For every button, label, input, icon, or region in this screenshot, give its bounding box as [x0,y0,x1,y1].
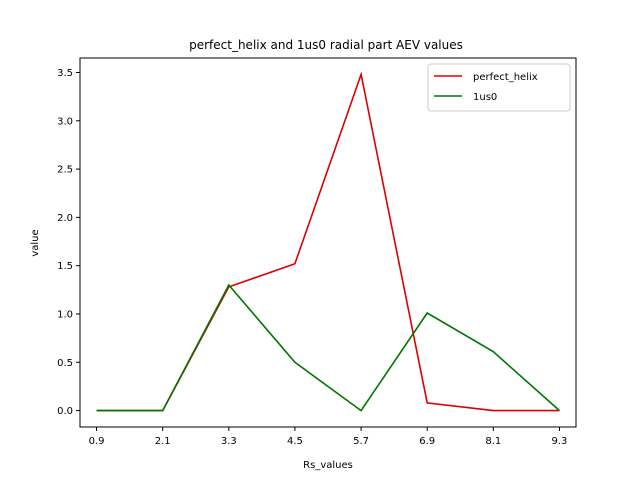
y-tick-label: 1.0 [57,309,73,320]
legend-label: perfect_helix [473,72,538,83]
plot-frame [79,57,577,428]
y-tick-label: 3.5 [57,68,73,79]
y-tick-label: 2.5 [57,165,73,176]
x-tick-label: 2.1 [155,436,171,447]
x-tick-label: 9.3 [552,436,568,447]
y-tick-label: 1.5 [57,261,73,272]
legend-box [427,63,571,112]
y-tick-label: 2.0 [57,213,73,224]
legend-label: 1us0 [473,92,497,103]
y-axis-label: value [30,229,41,256]
x-tick-label: 3.3 [221,436,237,447]
x-axis-label: Rs_values [303,460,353,471]
y-tick-label: 0.0 [57,406,73,417]
legend: perfect_helix 1us0 [427,63,571,112]
y-tick-label: 0.5 [57,358,73,369]
x-tick-label: 5.7 [353,436,369,447]
x-tick-label: 6.9 [419,436,435,447]
ticks-group: 0.9 2.1 3.3 4.5 5.7 6.9 8.1 9.3 0.0 0.5 1.0 1.5 2.0 2… [57,68,567,447]
y-tick-label: 3.0 [57,116,73,127]
x-tick-label: 8.1 [485,436,501,447]
x-tick-label: 0.9 [89,436,105,447]
x-tick-label: 4.5 [287,436,303,447]
series-line-1us0 [96,283,561,412]
series-lines [96,71,561,412]
chart-title: perfect_helix and 1us0 radial part AEV v… [189,38,463,52]
